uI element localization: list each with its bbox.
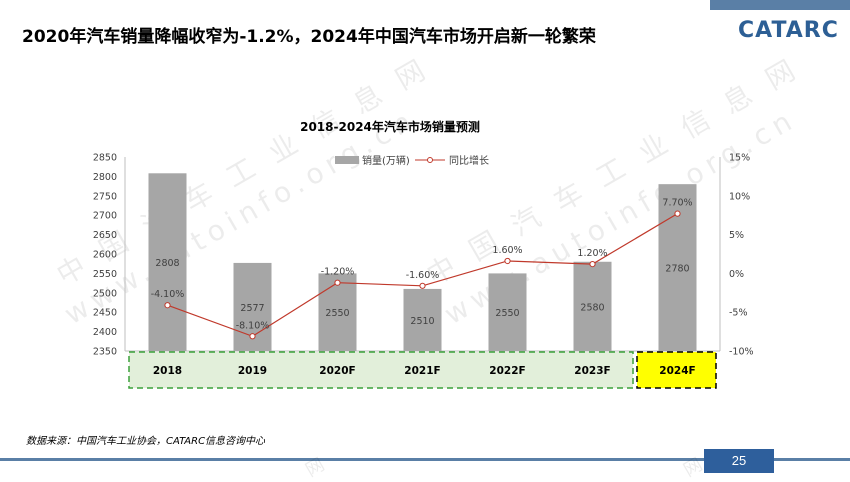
legend-line-marker [427,157,433,163]
left-tick-label: 2750 [93,191,117,202]
bar-value-labels: 2808 2577 2550 2510 2550 2580 2780 [155,258,689,327]
bar-value-label: 2577 [240,303,264,314]
bar-2021F [403,288,442,351]
bar-value-label: 2510 [410,316,434,327]
legend-line-label: 同比增长 [449,154,489,167]
growth-point-2023F [589,260,596,268]
bar-value-label: 2580 [580,302,604,313]
legend-bar-swatch [335,156,359,164]
right-tick-label: -5% [729,308,748,319]
footer-line [0,458,850,461]
right-tick-label: -10% [729,347,754,358]
growth-point-2020F [334,279,341,286]
growth-point-2019 [249,333,256,340]
top-accent-bar [710,0,850,10]
bar-value-label: 2780 [665,264,689,275]
growth-value-label: -8.10% [236,320,270,331]
left-tick-label: 2350 [93,347,117,358]
page-number: 25 [704,449,774,473]
right-axis-ticks: -10% -5% 0% 5% 10% 15% [729,153,754,358]
growth-value-label: -4.10% [151,289,185,300]
growth-value-label: -1.20% [321,267,355,278]
bar-2018 [148,173,187,351]
catarc-logo: CATARC [738,18,839,43]
category-label-2024F: 2024F [659,365,695,377]
category-label-2023F: 2023F [574,365,610,377]
left-tick-label: 2450 [93,308,117,319]
growth-point-2022F [504,257,511,265]
bar-2020F [318,273,357,351]
growth-value-label: 1.20% [577,248,607,259]
right-tick-label: 15% [729,153,750,164]
category-label-2021F: 2021F [404,365,440,377]
growth-value-label: 1.60% [492,245,522,256]
left-tick-label: 2500 [93,288,117,299]
bar-2022F [488,273,527,351]
data-source-note: 数据来源：中国汽车工业协会，CATARC信息咨询中心 [26,436,266,447]
right-tick-label: 0% [729,269,744,280]
left-tick-label: 2600 [93,250,117,261]
left-tick-label: 2550 [93,269,117,280]
growth-point-2024F [674,210,681,217]
right-tick-label: 10% [729,191,750,202]
forecast-highlight-box [636,351,717,389]
category-boxes: 2018 2019 2020F 2021F 2022F 2023F 2024F [128,351,717,389]
category-label-2022F: 2022F [489,365,525,377]
right-tick-label: 5% [729,230,744,241]
left-tick-label: 2400 [93,327,117,338]
bar-2023F [573,261,612,351]
category-label-2019: 2019 [238,365,267,377]
history-category-box [128,351,634,389]
growth-value-label: -1.60% [406,270,440,281]
left-tick-label: 2850 [93,153,117,164]
legend-bar-label: 销量(万辆) [362,154,410,167]
left-tick-label: 2800 [93,172,117,183]
growth-value-labels: -4.10% -8.10% -1.20% -1.60% 1.60% 1.20% 7.70% [151,198,693,332]
growth-point-2021F [419,282,426,289]
bar-value-label: 2550 [325,308,349,319]
bar-value-label: 2808 [155,258,179,269]
growth-point-2018 [164,302,171,309]
left-axis-ticks: 2350 2400 2450 2500 2550 2600 2650 2700 2750 2800… [93,153,117,358]
left-tick-label: 2650 [93,230,117,241]
category-label-2018: 2018 [153,365,182,377]
left-tick-label: 2700 [93,211,117,222]
chart-title: 2018-2024年汽车市场销量预测 [300,119,480,134]
growth-value-label: 7.70% [662,198,692,209]
growth-line-series [164,210,681,340]
bar-value-label: 2550 [495,308,519,319]
slide-title: 2020年汽车销量降幅收窄为-1.2%，2024年中国汽车市场开启新一轮繁荣 [22,27,596,47]
category-label-2020F: 2020F [319,365,355,377]
